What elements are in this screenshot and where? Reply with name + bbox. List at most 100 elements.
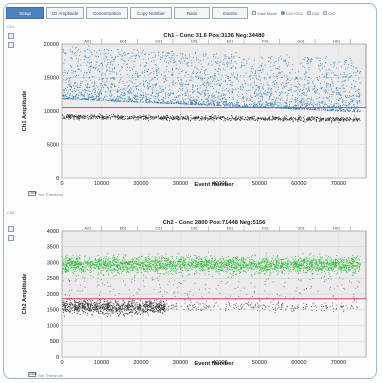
data-point xyxy=(335,92,337,94)
data-point xyxy=(307,57,309,59)
data-point xyxy=(269,95,271,97)
data-point xyxy=(93,98,95,100)
data-point xyxy=(114,268,115,270)
radio-icon[interactable] xyxy=(306,11,311,15)
data-point xyxy=(192,103,194,105)
data-point xyxy=(122,94,124,96)
data-point xyxy=(302,120,304,122)
data-point xyxy=(346,119,348,121)
data-point xyxy=(329,69,331,71)
data-point xyxy=(262,86,264,88)
data-point xyxy=(306,272,308,274)
data-point xyxy=(79,261,81,263)
data-point xyxy=(295,261,297,263)
tab-events[interactable]: Events xyxy=(212,7,248,19)
data-point xyxy=(121,117,123,119)
radio-icon[interactable] xyxy=(280,11,285,15)
data-point xyxy=(116,269,118,271)
data-point xyxy=(77,98,78,100)
data-point xyxy=(254,84,256,86)
data-point xyxy=(329,93,331,95)
data-point xyxy=(90,96,92,98)
data-point xyxy=(168,257,169,259)
data-point xyxy=(266,91,268,93)
data-point xyxy=(179,60,181,62)
data-point xyxy=(126,69,128,71)
data-point xyxy=(235,52,237,54)
data-point xyxy=(252,261,254,263)
data-point xyxy=(85,84,87,86)
data-point xyxy=(356,108,358,110)
tab-1d-amplitude[interactable]: 1D Amplitude xyxy=(46,7,84,19)
data-point xyxy=(339,119,341,121)
data-point xyxy=(164,81,166,82)
tab-ratio[interactable]: Ratio xyxy=(174,7,210,19)
data-point xyxy=(204,70,206,72)
data-point xyxy=(202,66,203,68)
zoom-out-icon[interactable] xyxy=(8,42,14,48)
data-point xyxy=(146,116,148,118)
data-point xyxy=(83,118,85,120)
option-ch1[interactable]: Ch1 xyxy=(306,11,319,16)
data-point xyxy=(311,97,312,99)
data-point xyxy=(81,94,83,96)
data-point xyxy=(205,116,207,118)
data-point xyxy=(302,98,304,100)
data-point xyxy=(67,98,68,99)
data-point xyxy=(283,85,285,87)
data-point xyxy=(163,97,165,99)
data-point xyxy=(178,272,180,273)
panel2-threshold-input[interactable]: 2500 xyxy=(28,372,37,377)
data-point xyxy=(130,87,132,89)
data-point xyxy=(356,102,358,104)
data-point xyxy=(341,110,343,112)
tab-concentration[interactable]: Concentration xyxy=(86,7,128,19)
option-ch1-ch2[interactable]: Ch1+Ch2 xyxy=(280,11,303,16)
data-point xyxy=(74,95,76,97)
data-point xyxy=(100,83,102,85)
data-point xyxy=(73,268,74,270)
data-point xyxy=(100,113,101,115)
panel1-threshold-input[interactable]: 7500 xyxy=(28,191,37,196)
data-point xyxy=(177,268,179,270)
data-point xyxy=(149,73,151,75)
data-point xyxy=(242,89,243,91)
radio-icon[interactable] xyxy=(323,11,328,15)
data-point xyxy=(95,260,97,262)
data-point xyxy=(173,116,175,118)
data-point xyxy=(125,54,127,56)
zoom-in-icon[interactable] xyxy=(8,33,14,39)
data-point xyxy=(191,77,193,79)
zoom-in-icon[interactable] xyxy=(8,226,14,232)
data-point xyxy=(82,262,84,264)
data-point xyxy=(331,120,333,122)
data-point xyxy=(287,108,289,110)
data-point xyxy=(348,269,350,271)
data-point xyxy=(149,118,151,120)
tab-copy-number[interactable]: Copy Number xyxy=(130,7,172,19)
zoom-out-icon[interactable] xyxy=(8,235,14,241)
data-point xyxy=(125,255,127,257)
data-point xyxy=(291,98,293,100)
option-gate-mode[interactable]: Gate Mode xyxy=(252,11,277,16)
data-point xyxy=(144,72,146,73)
data-point xyxy=(172,59,174,61)
data-point xyxy=(231,82,233,84)
tab-setup[interactable]: Setup xyxy=(6,7,44,19)
data-point xyxy=(256,119,258,121)
data-point xyxy=(228,76,229,78)
option-ch2[interactable]: Ch2 xyxy=(323,11,336,16)
data-point xyxy=(171,119,173,120)
data-point xyxy=(102,116,104,118)
data-point xyxy=(110,99,112,101)
data-point xyxy=(245,106,246,108)
data-point xyxy=(329,95,330,97)
data-point xyxy=(263,257,265,259)
data-point xyxy=(152,92,153,93)
checkbox-icon[interactable] xyxy=(252,11,256,15)
data-point xyxy=(76,255,78,257)
data-point xyxy=(299,100,301,102)
data-point xyxy=(289,80,291,82)
data-point xyxy=(318,101,320,103)
data-point xyxy=(306,108,308,110)
